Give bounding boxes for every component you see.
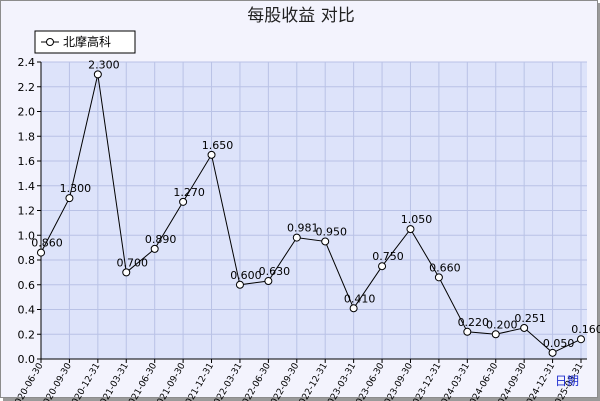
data-label: 1.270: [173, 186, 205, 199]
data-label: 1.650: [202, 139, 234, 152]
data-label: 0.251: [514, 312, 546, 325]
y-tick-label: 2.2: [18, 81, 36, 94]
data-point: [38, 249, 45, 256]
data-label: 1.300: [60, 182, 92, 195]
chart-title: 每股收益 对比: [247, 6, 354, 26]
data-point: [208, 151, 215, 158]
data-label: 0.220: [458, 316, 490, 329]
data-label: 0.200: [486, 318, 518, 331]
data-label: 0.700: [117, 256, 149, 269]
data-label: 0.410: [344, 292, 376, 305]
data-label: 0.630: [259, 265, 291, 278]
y-tick-label: 0.2: [18, 328, 36, 341]
data-point: [549, 349, 556, 356]
data-label: 0.660: [429, 261, 461, 274]
data-point: [492, 331, 499, 338]
y-tick-label: 0.0: [18, 353, 36, 366]
data-point: [350, 305, 357, 312]
data-point: [94, 71, 101, 78]
data-point: [407, 226, 414, 233]
y-tick-label: 0.4: [18, 304, 36, 317]
y-tick-label: 2.4: [18, 56, 36, 69]
legend: 北摩高科: [35, 31, 135, 53]
data-point: [293, 234, 300, 241]
data-point: [265, 278, 272, 285]
y-tick-label: 1.2: [18, 205, 36, 218]
legend-entry: 北摩高科: [63, 34, 111, 49]
x-axis-label: 日期: [555, 374, 579, 388]
x-axis-ticks: 2020-06-302020-09-302020-12-312021-03-31…: [11, 359, 586, 401]
data-point: [464, 328, 471, 335]
data-point: [123, 269, 130, 276]
data-point: [180, 198, 187, 205]
data-point: [435, 274, 442, 281]
data-point: [578, 336, 585, 343]
data-point: [66, 195, 73, 202]
data-point: [151, 245, 158, 252]
y-tick-label: 0.8: [18, 254, 36, 267]
data-label: 0.950: [315, 225, 347, 238]
y-axis-ticks: 0.00.20.40.60.81.01.21.41.61.82.02.22.4: [18, 56, 42, 366]
data-label: 1.050: [401, 213, 433, 226]
data-point: [322, 238, 329, 245]
data-label: 0.860: [31, 237, 63, 250]
y-tick-label: 1.4: [18, 180, 36, 193]
data-label: 0.750: [372, 250, 404, 263]
data-label: 0.890: [145, 233, 177, 246]
data-label: 0.600: [230, 269, 262, 282]
data-label: 0.981: [287, 222, 319, 235]
y-tick-label: 2.0: [18, 106, 36, 119]
y-tick-label: 1.8: [18, 130, 36, 143]
data-label: 0.160: [571, 323, 600, 336]
x-tick-label: 2020-06-30: [11, 361, 46, 401]
y-tick-label: 0.6: [18, 279, 36, 292]
legend-marker: [47, 39, 54, 46]
data-point: [236, 281, 243, 288]
y-tick-label: 1.6: [18, 155, 36, 168]
data-label: 0.050: [543, 337, 575, 350]
data-point: [521, 324, 528, 331]
data-label: 2.300: [88, 58, 120, 71]
data-point: [379, 263, 386, 270]
